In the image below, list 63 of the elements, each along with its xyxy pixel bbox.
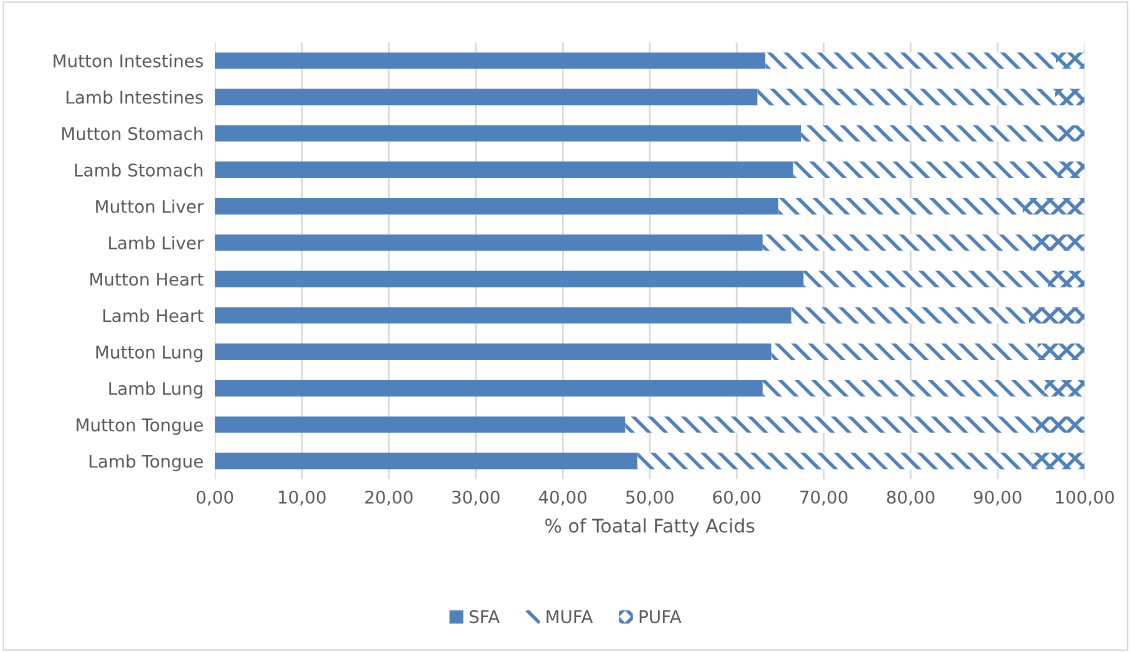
bar xyxy=(214,343,772,360)
bar xyxy=(214,380,763,397)
y-tick-label: Mutton Tongue xyxy=(76,418,203,435)
bar xyxy=(765,52,1056,69)
bar xyxy=(803,270,1049,288)
x-tick-label: 90,00 xyxy=(973,490,1022,506)
bar xyxy=(1037,343,1085,360)
y-tick-label: Lamb Intestines xyxy=(66,90,203,104)
bar xyxy=(214,88,758,106)
bar xyxy=(625,416,1036,433)
x-tick-label: 60,00 xyxy=(713,490,761,506)
bar xyxy=(771,343,1038,360)
bar xyxy=(801,125,1058,142)
bar xyxy=(1048,270,1085,288)
bar xyxy=(1035,416,1085,433)
x-tick-label: 30,00 xyxy=(452,490,500,506)
bar xyxy=(762,234,1033,251)
bar xyxy=(1022,198,1085,215)
bar xyxy=(793,161,1058,178)
y-tick-label: Mutton Liver xyxy=(96,199,204,214)
bar xyxy=(1031,452,1085,470)
y-tick-label: Lamb Liver xyxy=(109,236,204,250)
x-tick-label: 20,00 xyxy=(365,490,413,506)
bar xyxy=(1028,307,1085,324)
y-tick-label: Lamb Stomach xyxy=(75,163,203,177)
bar xyxy=(214,452,638,470)
y-tick-label: Mutton Heart xyxy=(90,272,204,286)
legend-label: PUFA xyxy=(639,610,682,624)
bar xyxy=(214,161,794,178)
x-tick-label: 100,00 xyxy=(1056,490,1114,506)
bar xyxy=(1057,161,1085,178)
legend-label: MUFA xyxy=(546,610,593,624)
x-tick-label: 80,00 xyxy=(887,490,935,506)
bar xyxy=(1032,234,1085,251)
bar xyxy=(762,380,1045,397)
bar xyxy=(214,52,766,69)
y-tick-label: Mutton Lung xyxy=(96,345,203,363)
bar xyxy=(214,307,792,324)
bar xyxy=(1057,125,1085,142)
y-tick-label: Mutton Intestines xyxy=(53,53,203,68)
bar xyxy=(757,88,1056,106)
legend-label: SFA xyxy=(469,610,500,624)
bar xyxy=(791,307,1029,324)
x-tick-label: 50,00 xyxy=(626,490,674,506)
bar xyxy=(778,198,1023,215)
x-tick-label: 0,00 xyxy=(196,490,234,506)
bar xyxy=(1055,52,1085,69)
x-tick-label: 40,00 xyxy=(538,490,587,506)
x-tick-label: 10,00 xyxy=(278,490,326,506)
y-tick-label: Lamb Tongue xyxy=(89,454,203,472)
y-tick-label: Lamb Heart xyxy=(103,308,204,323)
y-tick-label: Mutton Stomach xyxy=(62,126,203,141)
bar xyxy=(1044,380,1085,397)
x-axis-title: % of Toatal Fatty Acids xyxy=(545,518,755,537)
bar xyxy=(214,234,763,251)
bar xyxy=(214,198,779,215)
bar xyxy=(1055,88,1085,106)
bar xyxy=(637,452,1032,470)
bar xyxy=(214,270,804,288)
x-tick-label: 70,00 xyxy=(800,490,848,506)
bar xyxy=(214,416,626,433)
y-tick-label: Lamb Lung xyxy=(109,381,203,399)
bar xyxy=(214,125,802,142)
